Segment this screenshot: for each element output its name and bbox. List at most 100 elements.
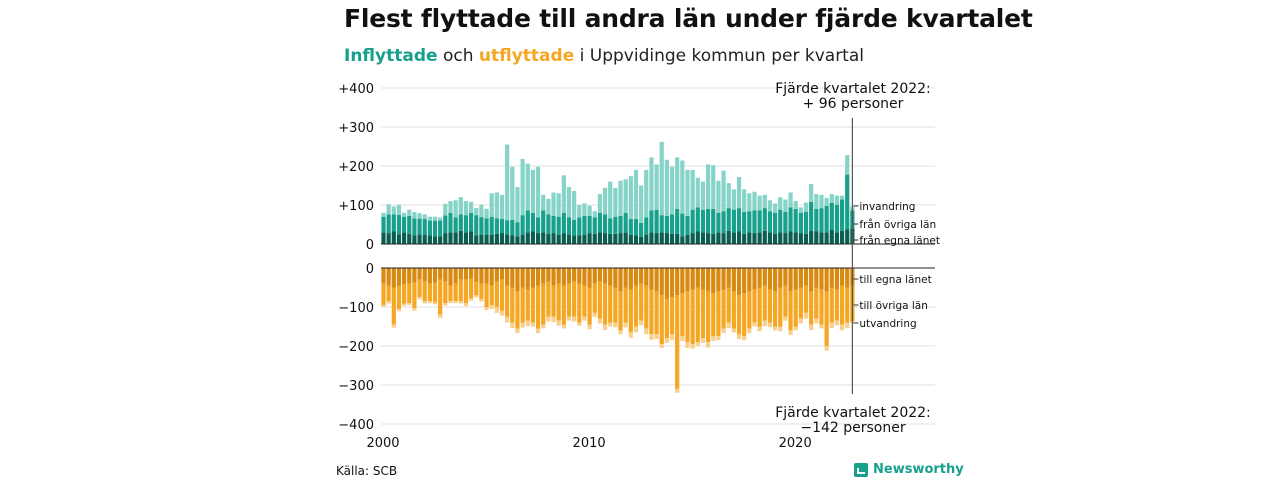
- bar-out-egna: [561, 268, 566, 286]
- bar-out-egna: [468, 268, 474, 279]
- bar-out-ovriga: [566, 283, 572, 317]
- bar-in-egna: [463, 232, 469, 244]
- bar-in-ovriga: [468, 212, 474, 232]
- bar-in-invandring: [499, 194, 505, 220]
- bar-out-ovriga: [386, 285, 391, 302]
- bar-out-egna: [783, 268, 788, 286]
- bar-in-ovriga: [726, 208, 731, 231]
- bar-out-egna: [602, 268, 608, 284]
- bar-out-utvandring: [706, 342, 711, 348]
- bar-in-egna: [525, 232, 530, 244]
- bar-out-ovriga: [597, 281, 603, 319]
- bar-in-ovriga: [417, 218, 422, 235]
- bar-out-egna: [803, 268, 809, 286]
- bar-in-egna: [597, 232, 603, 244]
- bar-out-utvandring: [556, 320, 561, 326]
- bar-in-invandring: [556, 193, 561, 217]
- bar-in-ovriga: [541, 210, 546, 233]
- bar-in-invandring: [453, 200, 458, 218]
- bar-out-ovriga: [479, 283, 484, 300]
- bar-out-utvandring: [731, 328, 736, 333]
- bar-in-egna: [690, 233, 695, 244]
- bar-in-ovriga: [716, 212, 721, 233]
- bar-in-invandring: [695, 177, 700, 208]
- bar-out-egna: [680, 268, 685, 294]
- axes: +400 +300 +200 +100 0 0 −100 −200 −300 −400 2000 20…: [338, 82, 935, 451]
- bar-out-ovriga: [448, 285, 453, 302]
- bar-in-egna: [726, 230, 731, 244]
- bar-in-egna: [530, 231, 536, 244]
- bar-in-ovriga: [824, 205, 829, 233]
- segment-label-bottom: utvandring: [859, 318, 916, 330]
- bar-out-ovriga: [783, 285, 788, 317]
- bar-in-invandring: [721, 170, 726, 212]
- bar-out-egna: [798, 268, 803, 288]
- bar-out-utvandring: [391, 324, 396, 328]
- bar-out-egna: [623, 268, 628, 288]
- bar-out-egna: [458, 268, 463, 280]
- bar-in-invandring: [577, 205, 582, 218]
- bar-in-ovriga: [680, 213, 685, 237]
- bar-out-ovriga: [716, 291, 721, 337]
- bar-out-utvandring: [639, 320, 644, 326]
- bar-out-ovriga: [757, 287, 762, 327]
- bar-in-invandring: [592, 211, 597, 218]
- bar-out-egna: [505, 268, 510, 286]
- bar-in-ovriga: [489, 216, 494, 235]
- bar-out-ovriga: [675, 295, 680, 389]
- bar-out-utvandring: [407, 303, 412, 306]
- bar-in-egna: [809, 230, 814, 244]
- bar-out-egna: [618, 268, 623, 292]
- bar-in-egna: [700, 232, 706, 244]
- bar-out-ovriga: [499, 279, 505, 311]
- bar-in-ovriga: [407, 215, 412, 234]
- bar-out-ovriga: [489, 285, 494, 306]
- bar-in-invandring: [443, 203, 448, 216]
- bar-in-egna: [675, 233, 680, 244]
- bar-out-ovriga: [711, 293, 716, 337]
- bar-out-ovriga: [582, 285, 587, 317]
- bar-in-egna: [669, 233, 675, 244]
- bar-out-egna: [407, 268, 412, 284]
- bar-out-egna: [391, 268, 396, 288]
- bar-in-ovriga: [618, 215, 623, 234]
- bar-out-utvandring: [386, 301, 391, 304]
- bar-out-utvandring: [602, 324, 608, 331]
- bar-out-egna: [809, 268, 814, 292]
- bar-out-ovriga: [551, 285, 556, 317]
- bar-in-invandring: [546, 198, 551, 215]
- bar-in-invandring: [716, 180, 721, 213]
- bar-out-utvandring: [680, 336, 685, 341]
- bar-in-egna: [711, 233, 716, 244]
- bar-in-invandring: [474, 208, 479, 216]
- bar-out-utvandring: [839, 324, 845, 331]
- bar-in-invandring: [685, 169, 690, 216]
- bar-in-invandring: [582, 203, 587, 216]
- brand-logo: Newsworthy: [854, 462, 964, 477]
- brand-name: Newsworthy: [873, 462, 964, 477]
- bar-in-egna: [489, 234, 494, 244]
- bar-in-ovriga: [474, 215, 479, 236]
- bar-in-egna: [839, 230, 845, 244]
- bar-in-ovriga: [391, 214, 396, 232]
- bar-out-egna: [613, 268, 618, 288]
- bar-in-egna: [716, 232, 721, 244]
- bar-out-egna: [695, 268, 700, 288]
- bar-in-invandring: [762, 194, 767, 209]
- bar-in-egna: [767, 232, 773, 244]
- bar-out-ovriga: [546, 281, 551, 317]
- bar-in-ovriga: [484, 218, 489, 235]
- bar-in-invandring: [669, 166, 675, 215]
- bar-in-invandring: [675, 157, 680, 209]
- bar-out-utvandring: [669, 334, 675, 341]
- bar-in-invandring: [505, 144, 510, 221]
- bar-out-utvandring: [690, 344, 695, 349]
- bar-out-utvandring: [577, 322, 582, 326]
- bar-in-invandring: [551, 192, 556, 216]
- bar-in-egna: [706, 233, 711, 244]
- bar-in-egna: [407, 233, 412, 244]
- bar-out-egna: [721, 268, 726, 290]
- bar-in-egna: [602, 233, 608, 244]
- bar-out-egna: [829, 268, 834, 288]
- bar-in-ovriga: [695, 207, 700, 232]
